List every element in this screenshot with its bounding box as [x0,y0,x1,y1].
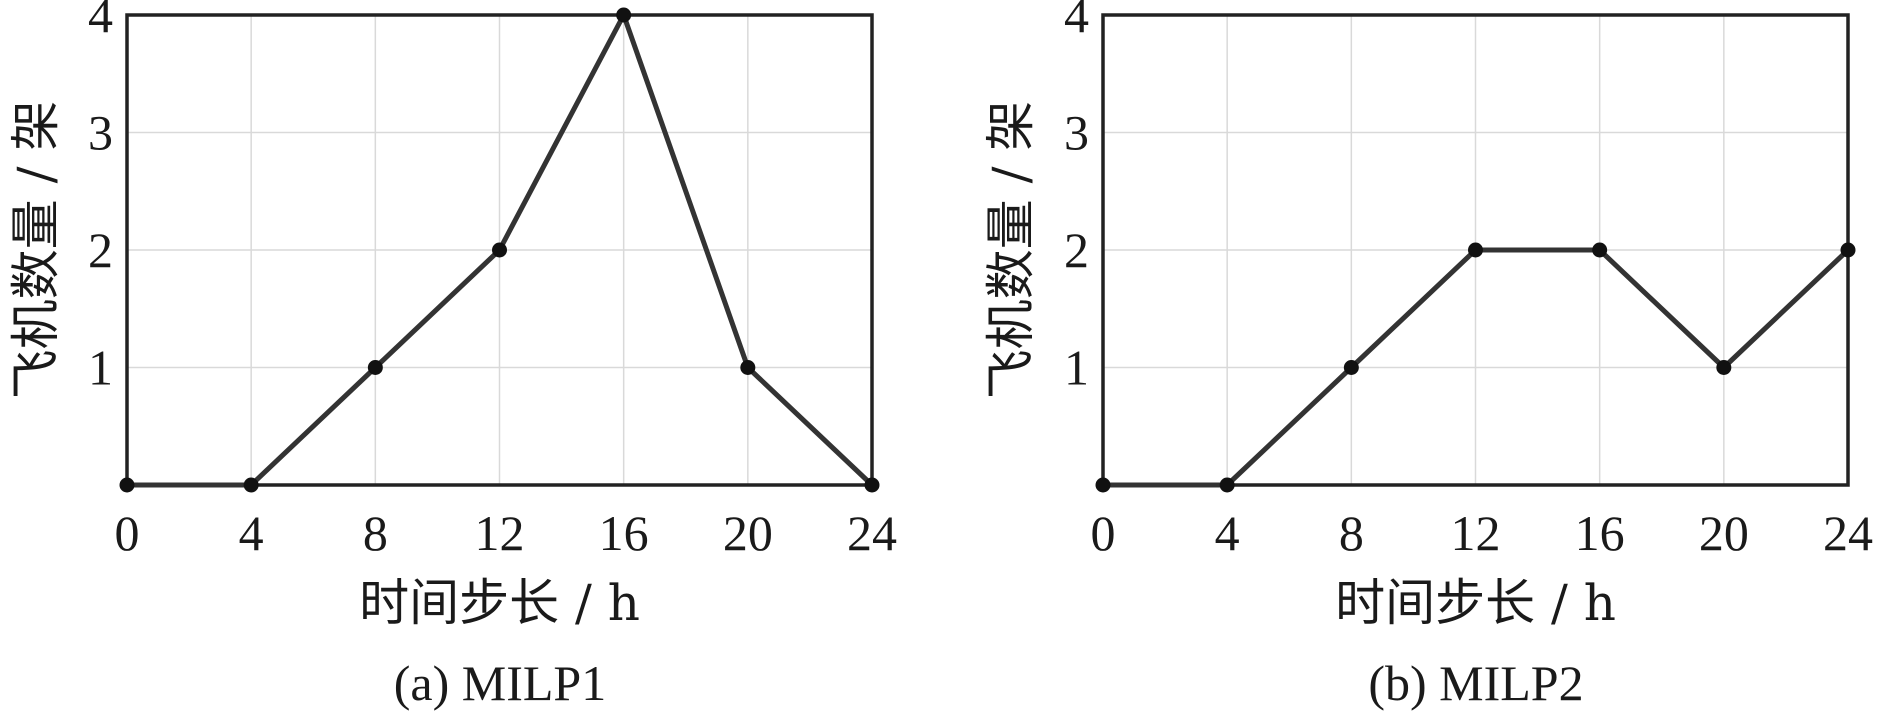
y-tick-label: 3 [1064,105,1089,161]
data-point [119,477,135,493]
y-tick-label: 1 [88,340,113,396]
y-tick-label: 4 [88,0,113,43]
x-tick-label: 12 [1451,505,1501,561]
data-point [864,477,880,493]
plot-frame [125,13,874,487]
y-tick-label: 4 [1064,0,1089,43]
x-axis-label: 时间步长 / h [359,574,640,632]
x-tick-label: 24 [1823,505,1873,561]
data-point [1219,477,1235,493]
y-axis-label: 飞机数量 / 架 [7,101,65,400]
chart-caption: (b) MILP2 [1368,655,1583,711]
x-tick-label: 4 [1215,505,1240,561]
data-point [1592,242,1608,258]
y-axis-label: 飞机数量 / 架 [982,101,1040,400]
data-point [243,477,259,493]
x-tick-label: 20 [723,505,773,561]
chart-caption: (a) MILP1 [394,655,606,711]
data-point [367,360,383,375]
x-tick-label: 12 [475,505,525,561]
data-point [1468,242,1483,258]
y-tick-label: 1 [1064,340,1089,396]
data-point [492,242,507,258]
data-point [1716,360,1732,375]
x-tick-label: 0 [115,505,140,561]
data-point [740,360,756,375]
x-axis-label: 时间步长 / h [1335,574,1616,632]
data-point [1095,477,1111,493]
x-tick-label: 8 [363,505,388,561]
y-tick-label: 3 [88,105,113,161]
x-tick-label: 4 [239,505,264,561]
x-tick-label: 8 [1339,505,1364,561]
x-tick-label: 0 [1091,505,1116,561]
x-tick-label: 16 [1575,505,1625,561]
data-point [1343,360,1359,375]
x-tick-label: 16 [599,505,649,561]
data-point [1840,242,1856,258]
y-tick-label: 2 [88,222,113,278]
x-tick-label: 20 [1699,505,1749,561]
y-tick-label: 2 [1064,222,1089,278]
data-point [616,7,632,23]
x-tick-label: 24 [847,505,897,561]
